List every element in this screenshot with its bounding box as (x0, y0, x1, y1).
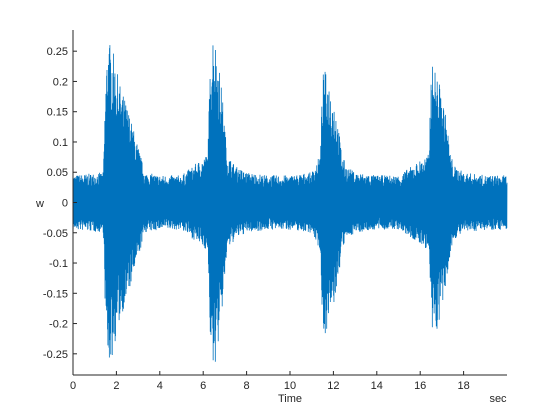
y-axis-label: w (35, 198, 44, 210)
x-tick-label: 6 (200, 380, 206, 392)
y-tick-label: -0.25 (43, 349, 68, 361)
x-tick-label: 16 (414, 380, 426, 392)
y-tick-label: 0.1 (53, 137, 68, 149)
x-tick-label: 8 (244, 380, 250, 392)
y-tick-label: 0.15 (47, 107, 68, 119)
y-tick-label: 0 (62, 198, 68, 210)
x-tick-label: 0 (70, 380, 76, 392)
y-tick-label: -0.05 (43, 228, 68, 240)
plot-area (72, 45, 508, 362)
x-tick-label: 2 (113, 380, 119, 392)
y-tick-label: 0.05 (47, 167, 68, 179)
x-tick-label: 4 (157, 380, 163, 392)
x-axis-label: Time (278, 393, 302, 405)
x-tick-label: 18 (457, 380, 469, 392)
axes: 0 2 4 6 8 10 12 14 16 18 -0.25 -0.2 -0.15 -0.1 -0.05 0 0… (43, 30, 507, 392)
y-tick-label: -0.15 (43, 288, 68, 300)
x-tick-label: 14 (371, 380, 383, 392)
y-tick-label: 0.25 (47, 46, 68, 58)
x-tick-label: 10 (284, 380, 296, 392)
x-unit-label: sec (489, 393, 507, 405)
x-tick-label: 12 (327, 380, 339, 392)
series-line (72, 45, 508, 362)
y-tick-label: -0.2 (49, 319, 68, 331)
y-tick-label: 0.2 (53, 76, 68, 88)
y-tick-label: -0.1 (49, 258, 68, 270)
